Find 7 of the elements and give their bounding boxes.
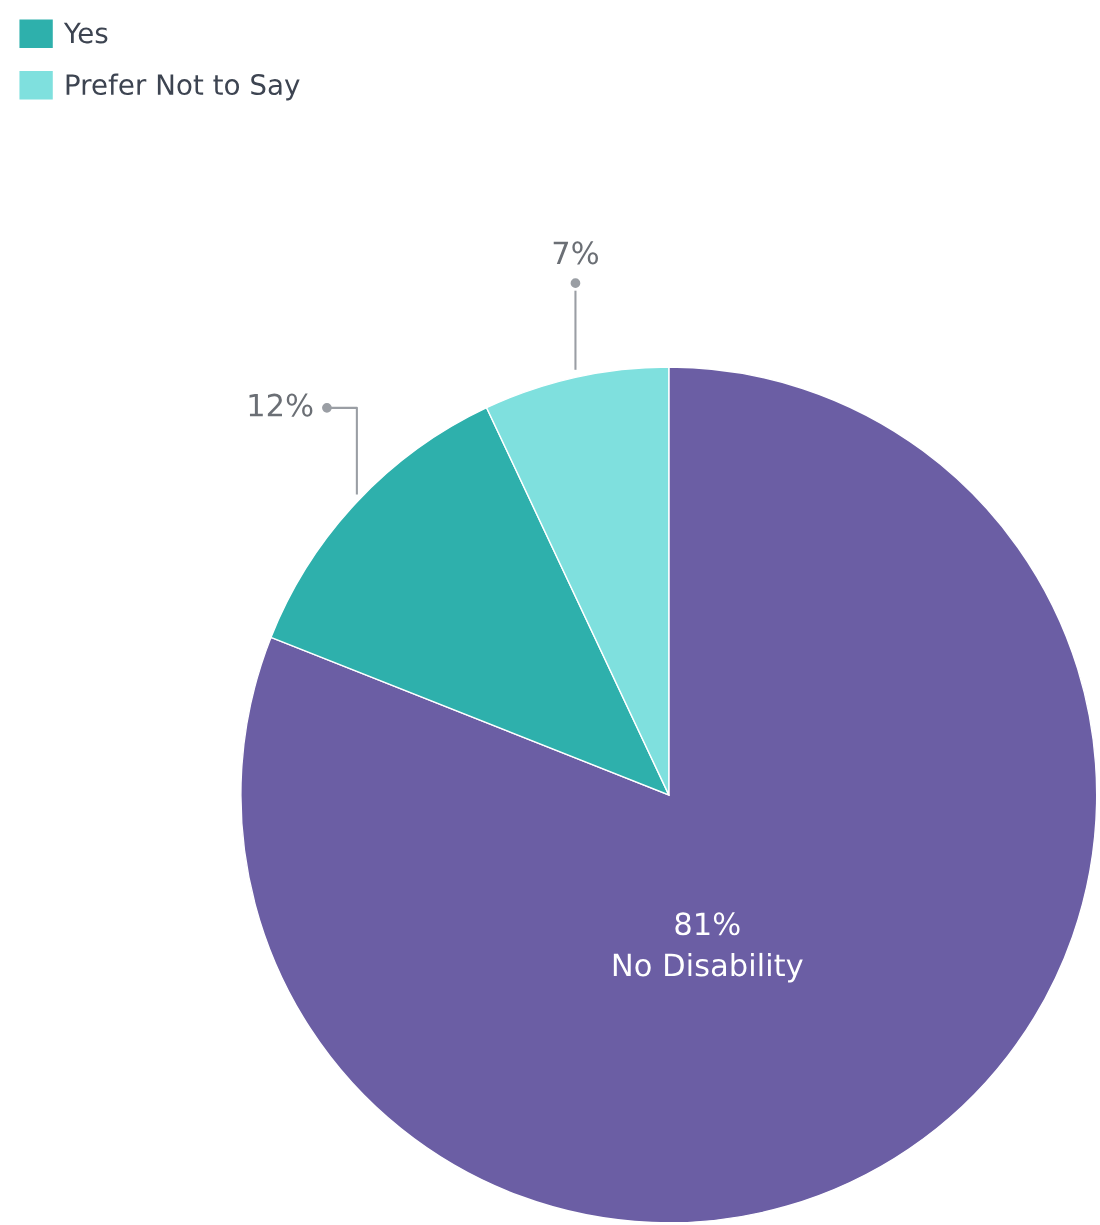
- pie-slice: [240, 366, 1098, 1224]
- data-label: 7%: [553, 241, 599, 265]
- slice-label: No Disability: [613, 952, 803, 983]
- legend-label: Yes: [63, 22, 108, 44]
- data-label: 12%: [249, 393, 313, 417]
- legend-label: Prefer Not to Say: [66, 73, 300, 101]
- data-label: 81%: [675, 912, 740, 936]
